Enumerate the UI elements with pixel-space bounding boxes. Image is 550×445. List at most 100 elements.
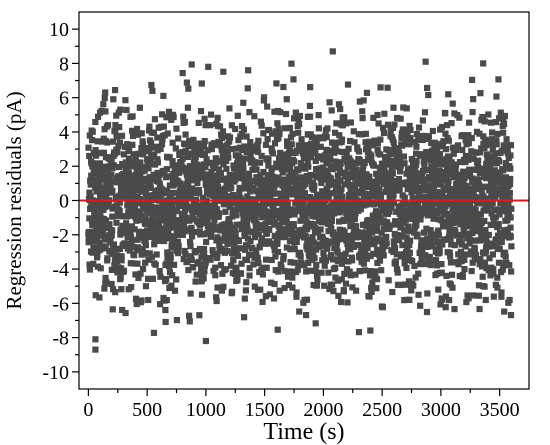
scatter-point (209, 222, 217, 229)
scatter-point (139, 141, 147, 148)
scatter-point (302, 233, 309, 240)
scatter-point (142, 283, 150, 290)
scatter-point (465, 140, 472, 147)
scatter-point (85, 144, 92, 151)
scatter-point (373, 276, 381, 283)
scatter-point (367, 327, 374, 334)
scatter-point (447, 223, 454, 230)
scatter-point (504, 217, 511, 224)
scatter-point (367, 269, 374, 276)
scatter-point (266, 226, 273, 233)
scatter-point (132, 155, 139, 162)
scatter-point (289, 130, 296, 138)
scatter-point (271, 246, 278, 254)
scatter-point (396, 150, 403, 157)
scatter-point (496, 169, 504, 176)
scatter-point (363, 201, 370, 208)
scatter-point (123, 106, 130, 114)
scatter-point (117, 231, 124, 238)
scatter-point (94, 138, 101, 145)
scatter-point (243, 144, 251, 152)
scatter-point (363, 223, 370, 230)
scatter-point (216, 190, 223, 197)
scatter-point (357, 190, 364, 197)
scatter-point (333, 240, 340, 247)
scatter-point (220, 68, 227, 75)
scatter-point (243, 148, 250, 156)
scatter-point (194, 179, 201, 187)
scatter-point (268, 169, 275, 176)
scatter-point (456, 114, 463, 121)
scatter-point (132, 295, 140, 302)
scatter-point (443, 146, 450, 153)
scatter-point (390, 192, 397, 199)
scatter-point (393, 221, 400, 228)
scatter-point (273, 80, 280, 87)
scatter-point (231, 270, 238, 277)
scatter-point (271, 280, 278, 288)
scatter-point (474, 199, 481, 206)
scatter-point (163, 276, 170, 283)
scatter-point (198, 261, 205, 269)
scatter-point (355, 131, 362, 138)
scatter-point (107, 184, 114, 191)
scatter-point (223, 165, 230, 172)
scatter-point (508, 205, 515, 212)
scatter-point (217, 169, 224, 177)
scatter-point (431, 167, 438, 174)
scatter-point (236, 204, 243, 211)
scatter-point (498, 293, 505, 300)
scatter-point (413, 143, 420, 150)
scatter-point (258, 122, 265, 129)
scatter-point (286, 124, 293, 132)
scatter-point (506, 296, 513, 304)
scatter-point (315, 212, 322, 219)
scatter-point (100, 232, 107, 239)
scatter-point (198, 267, 205, 274)
scatter-point (201, 250, 208, 258)
scatter-point (457, 221, 464, 228)
scatter-point (89, 128, 96, 135)
scatter-point (123, 164, 131, 171)
scatter-point (374, 175, 381, 182)
scatter-point (430, 215, 437, 222)
scatter-point (245, 204, 252, 211)
scatter-point (329, 190, 336, 197)
scatter-point (157, 145, 164, 152)
scatter-point (413, 180, 420, 187)
scatter-point (366, 293, 373, 300)
scatter-point (360, 178, 367, 185)
y-tick-label: 6 (59, 88, 69, 110)
scatter-point (287, 134, 295, 141)
scatter-point (457, 236, 464, 243)
scatter-point (402, 200, 409, 207)
scatter-point (150, 129, 157, 136)
scatter-point (332, 188, 339, 195)
scatter-point (366, 195, 373, 202)
scatter-point (114, 149, 121, 156)
scatter-point (326, 285, 333, 293)
scatter-point (487, 166, 494, 173)
scatter-point (501, 249, 509, 256)
scatter-point (179, 164, 187, 171)
scatter-point (251, 159, 259, 166)
scatter-point (196, 312, 203, 319)
scatter-point (243, 279, 250, 286)
scatter-point (351, 184, 359, 191)
scatter-point (199, 219, 206, 226)
scatter-point (447, 171, 454, 178)
scatter-point (117, 183, 125, 190)
scatter-point (400, 132, 407, 139)
scatter-point (121, 194, 128, 201)
scatter-point (417, 261, 424, 268)
scatter-point (407, 126, 414, 134)
scatter-point (209, 247, 216, 254)
scatter-point (460, 227, 467, 234)
scatter-point (285, 281, 292, 289)
scatter-point (131, 252, 138, 259)
scatter-point (124, 234, 131, 241)
scatter-point (360, 97, 367, 104)
x-tick-label: 0 (83, 399, 93, 421)
scatter-point (308, 146, 315, 153)
scatter-point (89, 222, 96, 229)
